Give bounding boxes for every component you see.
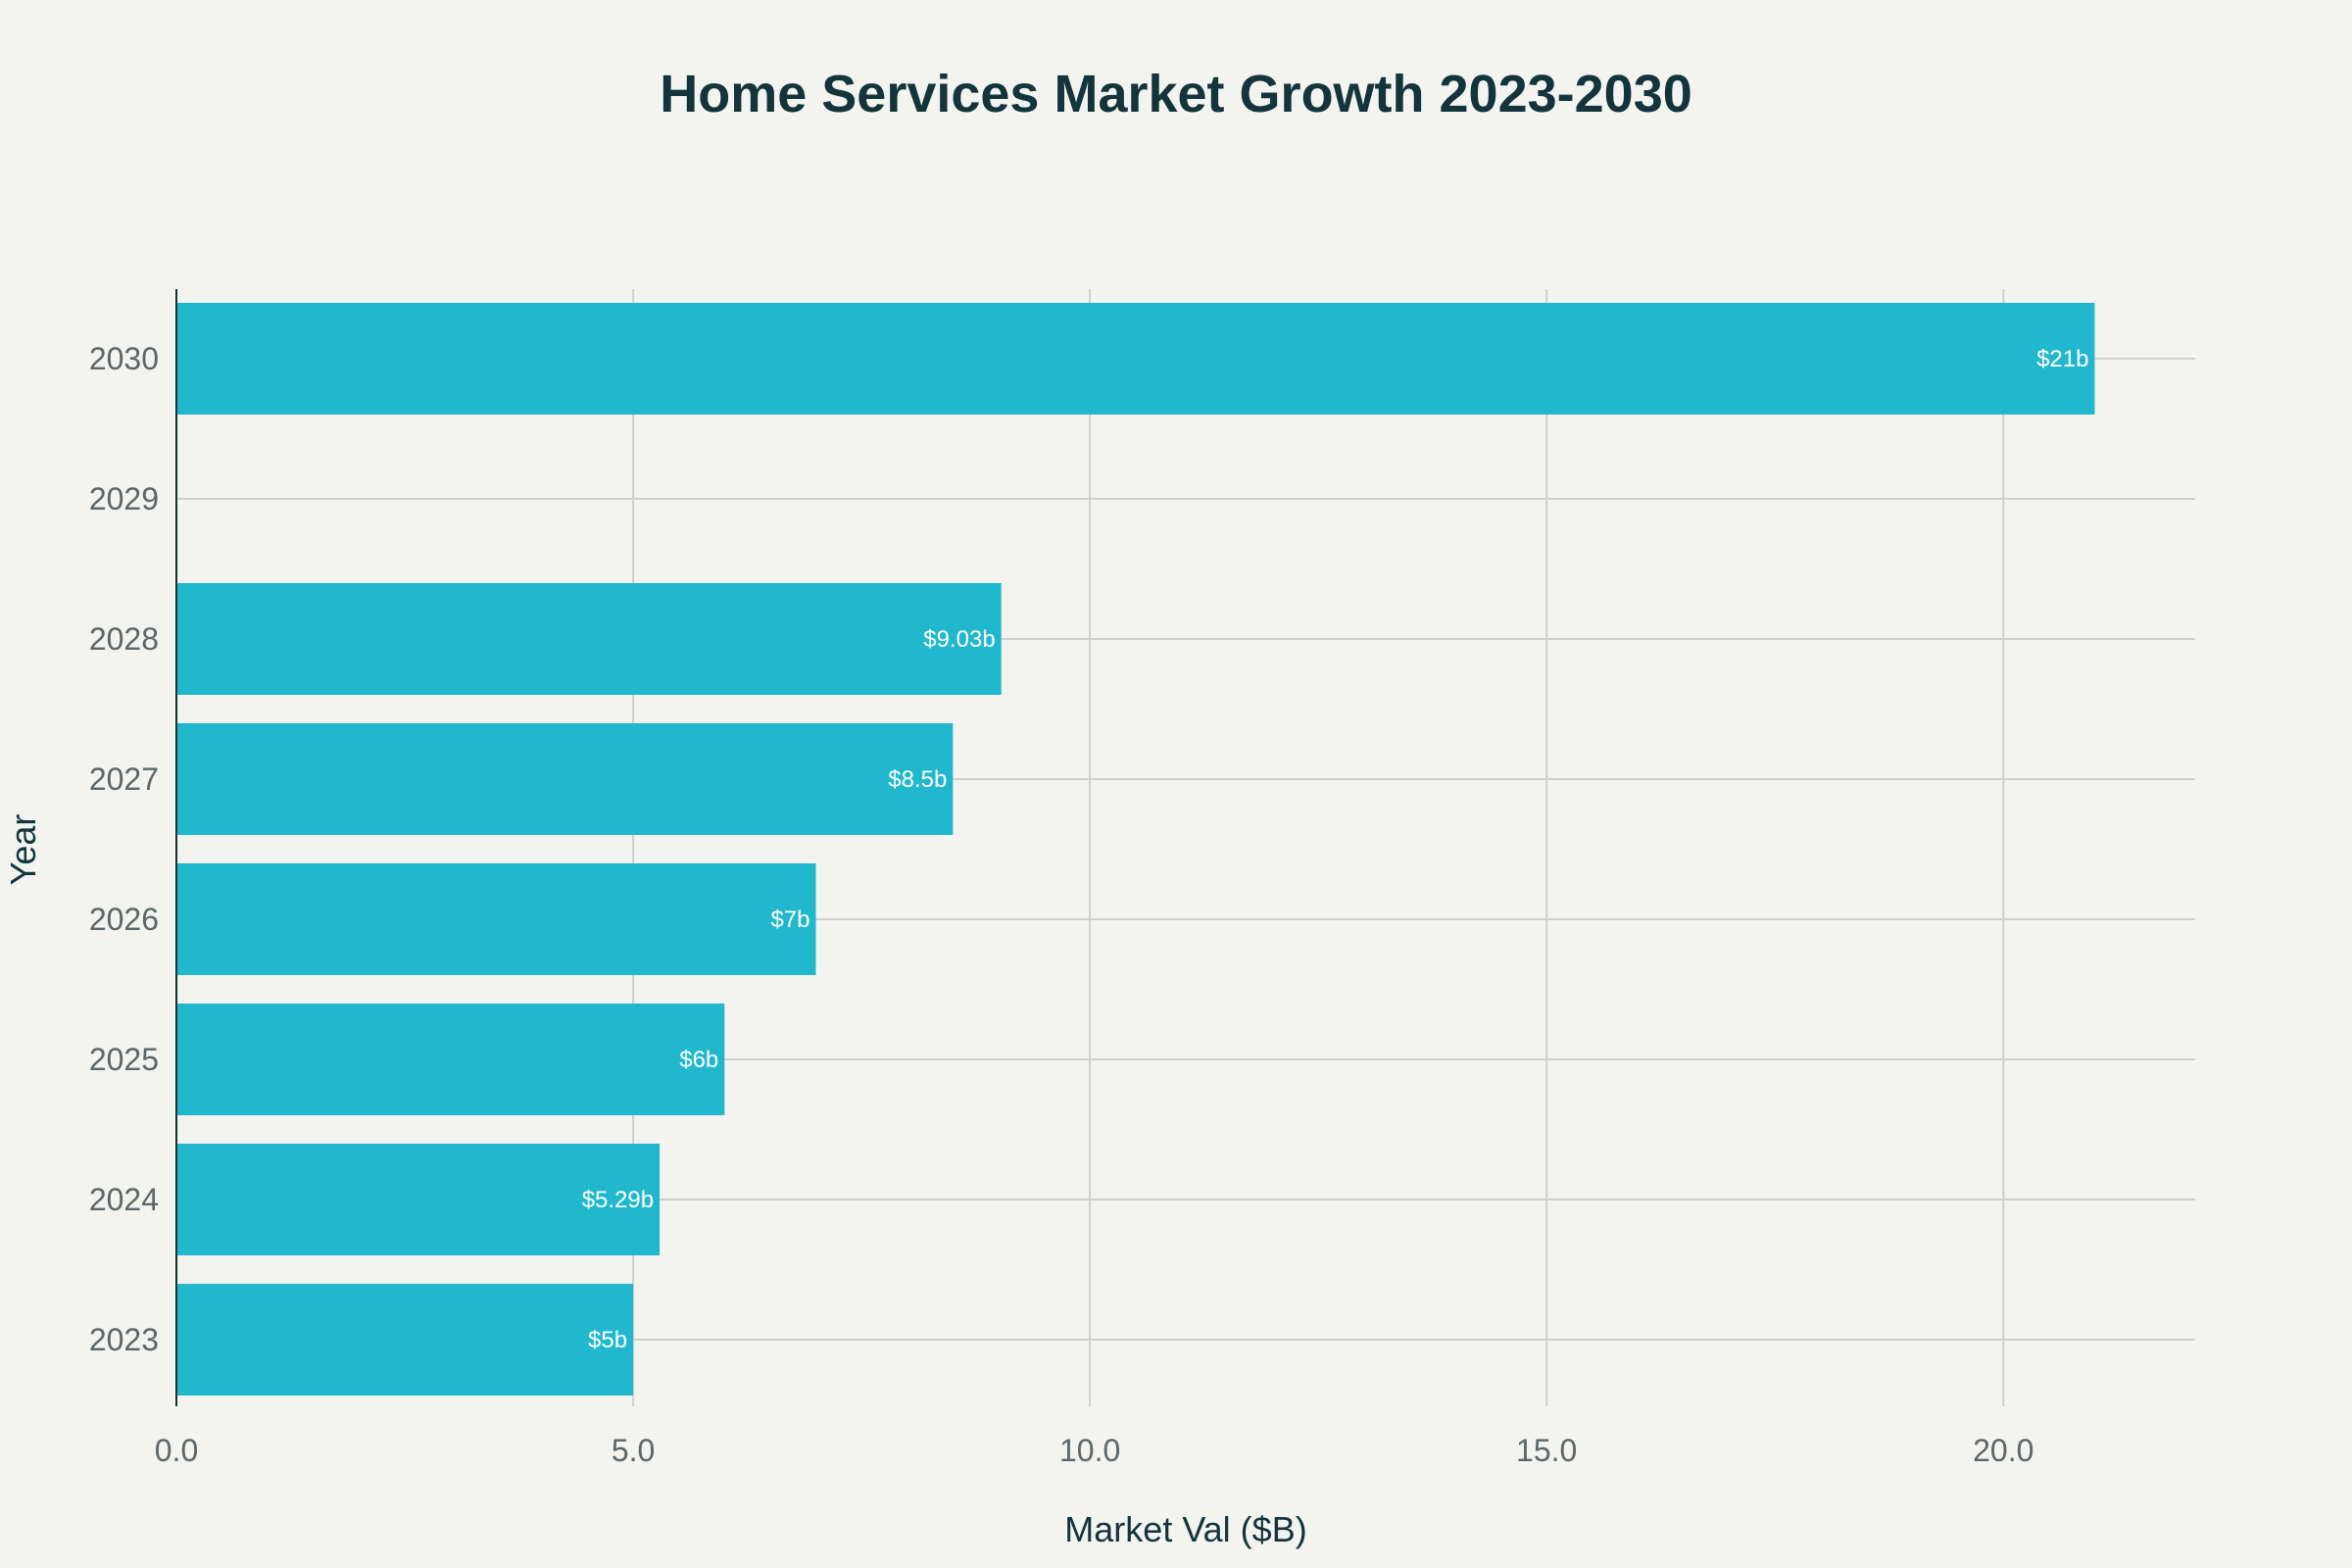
bar-data-label: $5b (588, 1327, 627, 1353)
bar-data-label: $8.5b (888, 766, 947, 793)
y-tick-label: 2025 (89, 1042, 159, 1077)
chart-title: Home Services Market Growth 2023-2030 (660, 65, 1692, 123)
bar (176, 1144, 661, 1255)
bar (176, 303, 2095, 415)
x-tick-label: 5.0 (612, 1433, 655, 1468)
x-tick-label: 0.0 (155, 1433, 198, 1468)
x-tick-label: 20.0 (1973, 1433, 2034, 1468)
bar-data-label: $5.29b (582, 1187, 654, 1213)
y-tick-label: 2028 (89, 621, 159, 657)
bars (176, 303, 2095, 1396)
y-tick-label: 2029 (89, 481, 159, 516)
bar-data-label: $6b (679, 1047, 718, 1073)
data-labels: $5b $5.29b $6b $7b $8.5b $9.03b $21b (582, 346, 2089, 1353)
y-axis-title: Year (3, 814, 43, 886)
bar (176, 1284, 634, 1396)
x-tick-label: 15.0 (1516, 1433, 1577, 1468)
bar (176, 863, 816, 975)
y-tick-label: 2026 (89, 902, 159, 937)
bar-data-label: $9.03b (923, 626, 995, 653)
bar-data-label: $21b (2036, 346, 2088, 372)
y-tick-label: 2024 (89, 1182, 159, 1217)
y-tick-label: 2023 (89, 1322, 159, 1357)
bar (176, 1004, 725, 1115)
x-tick-label: 10.0 (1059, 1433, 1120, 1468)
y-axis-ticks: 2023 2024 2025 2026 2027 2028 2029 2030 (89, 341, 159, 1357)
bar-data-label: $7b (770, 906, 809, 933)
x-axis-ticks: 0.0 5.0 10.0 15.0 20.0 (155, 1433, 2034, 1468)
x-axis-title: Market Val ($B) (1064, 1509, 1306, 1549)
y-tick-label: 2027 (89, 761, 159, 797)
y-tick-label: 2030 (89, 341, 159, 376)
bar (176, 723, 954, 835)
bar (176, 583, 1002, 695)
